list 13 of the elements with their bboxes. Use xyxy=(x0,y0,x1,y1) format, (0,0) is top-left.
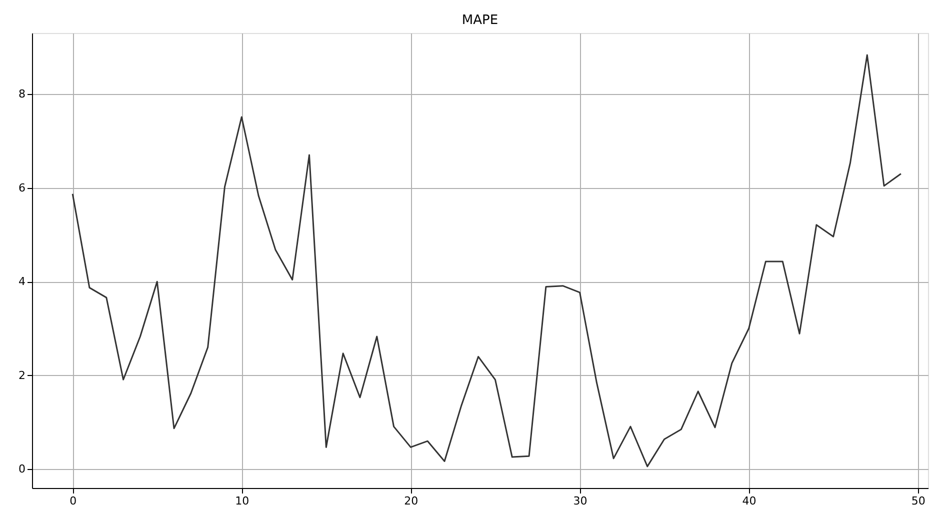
x-tick-label: 20 xyxy=(404,494,418,508)
y-tick-label: 2 xyxy=(18,368,26,382)
x-tick-label: 50 xyxy=(911,494,926,508)
y-tick-label: 0 xyxy=(18,462,26,476)
y-tick-label: 4 xyxy=(18,275,26,288)
x-tick-label: 10 xyxy=(235,494,250,508)
line-series xyxy=(72,54,902,468)
y-tick-label: 8 xyxy=(18,87,26,100)
x-tick-label: 0 xyxy=(70,494,77,508)
x-tick-label: 40 xyxy=(742,494,756,508)
x-tick-label: 30 xyxy=(573,494,588,508)
y-tick-label: 6 xyxy=(18,181,26,194)
chart-title: MAPE xyxy=(462,13,498,28)
